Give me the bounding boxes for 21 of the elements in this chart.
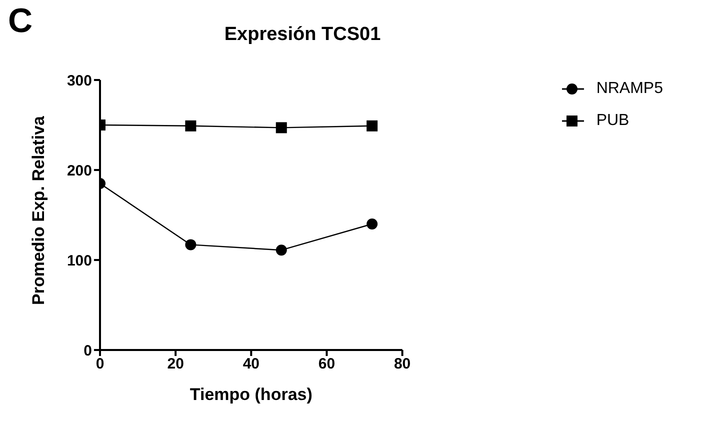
legend-label: NRAMP5: [596, 80, 663, 98]
legend-label: PUB: [596, 112, 630, 130]
x-tick-label: 60: [318, 356, 336, 373]
y-tick-label: 100: [66, 252, 92, 270]
y-tick-label: 0: [84, 342, 92, 360]
x-axis-title: Tiempo (horas): [190, 385, 312, 404]
point: [276, 244, 287, 256]
y-tick-label: 200: [66, 162, 92, 180]
y-axis-title: Promedio Exp. Relativa: [29, 116, 48, 305]
point: [366, 120, 378, 132]
point: [366, 218, 378, 230]
point: [185, 120, 196, 132]
point: [185, 239, 196, 250]
x-tick-label: 0: [96, 356, 104, 373]
y-tick-label: 300: [66, 72, 92, 90]
x-tick-label: 20: [167, 356, 184, 373]
chart-title: Expresión TCS01: [223, 24, 382, 46]
point: [276, 122, 287, 134]
x-tick-label: 40: [242, 356, 260, 373]
x-tick-label: 80: [394, 356, 411, 373]
text: C: [8, 2, 33, 41]
